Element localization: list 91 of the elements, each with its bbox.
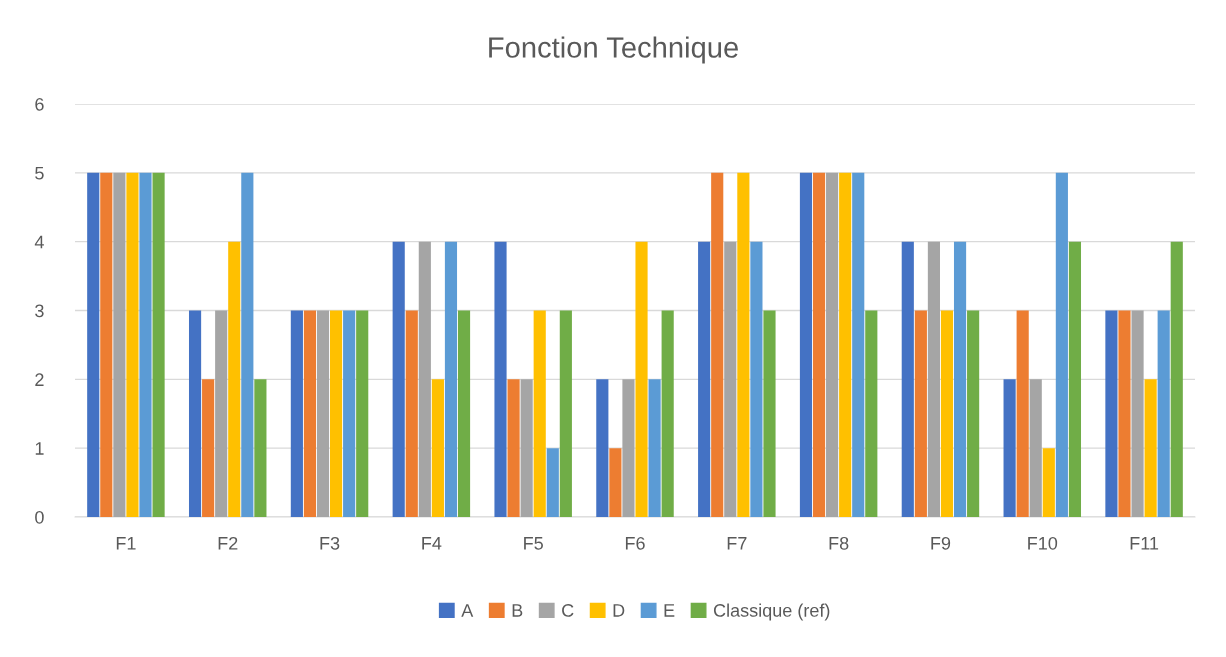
bar xyxy=(113,172,126,517)
x-tick-label: F9 xyxy=(931,536,951,550)
x-tick-label: F11 xyxy=(1130,537,1159,550)
bar xyxy=(750,241,763,517)
bar xyxy=(1144,379,1157,517)
bar xyxy=(622,379,635,517)
bar xyxy=(1068,241,1082,517)
bar xyxy=(596,379,609,517)
bar xyxy=(1170,241,1183,517)
bar xyxy=(330,310,343,517)
bar xyxy=(711,172,724,517)
y-tick-label: 5 xyxy=(35,166,44,180)
bar xyxy=(444,241,458,517)
legend-label: B xyxy=(512,604,523,617)
bar xyxy=(1029,379,1042,517)
bar xyxy=(1105,310,1118,517)
x-tick-label: F2 xyxy=(218,536,238,550)
bar xyxy=(914,310,927,517)
bar xyxy=(648,379,661,517)
bar xyxy=(635,241,648,517)
bar xyxy=(241,172,254,517)
bar xyxy=(1157,310,1170,517)
bar xyxy=(724,241,737,517)
legend-label: A xyxy=(461,604,474,617)
bar xyxy=(953,241,967,517)
bar xyxy=(316,310,330,517)
bar xyxy=(405,310,418,517)
x-tick-label: F7 xyxy=(727,537,747,550)
bar xyxy=(1016,310,1029,517)
bar xyxy=(152,172,165,517)
bar xyxy=(520,379,533,517)
y-tick-label: 6 xyxy=(35,97,44,111)
bar xyxy=(290,310,303,517)
y-tick-label: 2 xyxy=(35,373,44,386)
bar xyxy=(87,172,100,517)
bar xyxy=(799,172,813,517)
bar xyxy=(839,172,852,517)
bar xyxy=(865,310,878,517)
bar xyxy=(100,172,113,517)
bar xyxy=(737,172,750,517)
chart-title: Fonction Technique xyxy=(489,36,738,64)
bar xyxy=(1055,172,1068,517)
bar xyxy=(967,310,980,517)
bar xyxy=(763,310,776,517)
bar xyxy=(343,310,356,517)
bar xyxy=(392,241,405,517)
bar xyxy=(1118,310,1131,517)
x-tick-label: F1 xyxy=(116,537,136,550)
x-tick-label: F6 xyxy=(625,536,645,550)
bar xyxy=(139,172,152,517)
bar xyxy=(215,310,228,517)
bar xyxy=(418,241,431,517)
bar xyxy=(546,448,559,517)
bar xyxy=(940,310,954,517)
x-tick-label: F8 xyxy=(829,536,849,550)
bar xyxy=(1003,379,1016,517)
y-tick-label: 0 xyxy=(35,510,44,524)
x-tick-label: F4 xyxy=(422,537,442,550)
legend-label: E xyxy=(664,604,675,617)
bar xyxy=(457,310,471,517)
bar xyxy=(228,241,241,517)
bar xyxy=(533,310,546,517)
bar xyxy=(559,310,572,517)
bar xyxy=(126,172,139,517)
bar xyxy=(609,448,622,517)
legend-label: Classique (ref) xyxy=(713,603,830,621)
bar xyxy=(431,379,444,517)
legend-label: D xyxy=(613,604,625,617)
y-tick-label: 1 xyxy=(35,442,44,455)
bar xyxy=(698,241,711,517)
bar xyxy=(202,379,215,517)
bar xyxy=(254,379,267,517)
bar xyxy=(188,310,202,517)
bar xyxy=(1042,448,1055,517)
x-tick-label: F5 xyxy=(524,537,543,550)
bar xyxy=(927,241,940,517)
bar xyxy=(507,379,520,517)
bar xyxy=(826,172,839,517)
bar xyxy=(1131,310,1144,517)
bar xyxy=(661,310,674,517)
y-tick-label: 3 xyxy=(35,304,44,318)
bar xyxy=(901,241,914,517)
x-tick-label: F10 xyxy=(1028,536,1058,550)
bar xyxy=(356,310,369,517)
y-tick-label: 4 xyxy=(34,235,44,249)
bar xyxy=(812,172,826,517)
x-tick-label: F3 xyxy=(320,536,340,550)
bar xyxy=(494,241,507,517)
legend-label: C xyxy=(562,604,574,617)
bar xyxy=(303,310,317,517)
bar xyxy=(852,172,865,517)
